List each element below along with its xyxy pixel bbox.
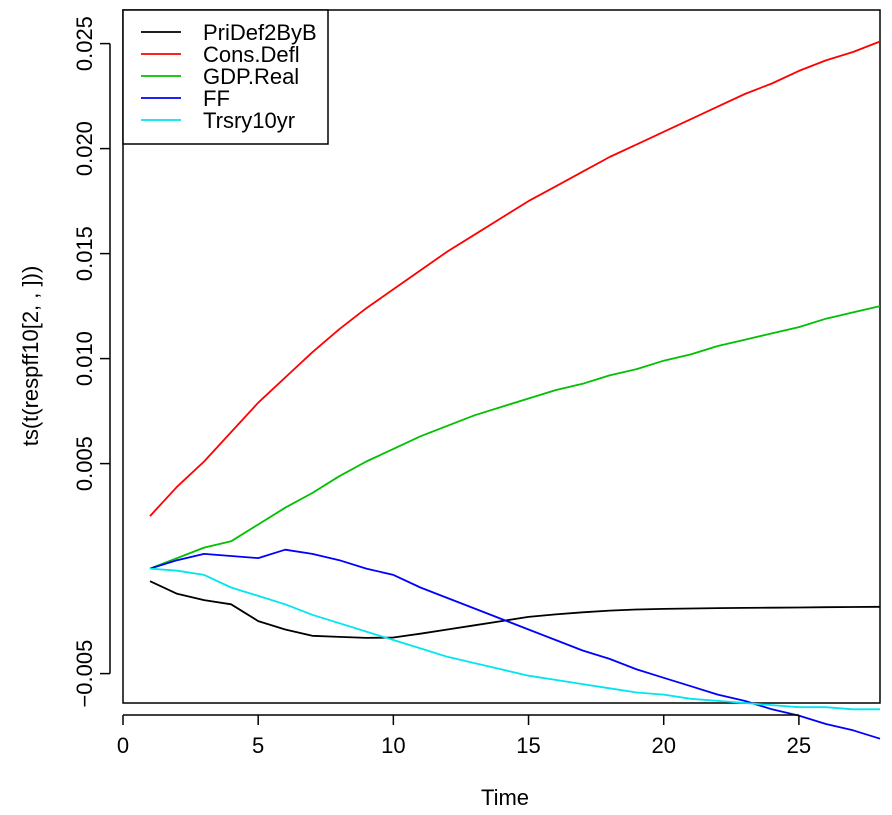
plot-frame [122, 9, 881, 704]
series-line-2 [149, 305, 881, 570]
x-tick-label: 10 [381, 733, 405, 758]
y-tick-label: 0.010 [72, 331, 97, 386]
legend-label: FF [203, 86, 230, 111]
series-line-0 [149, 580, 881, 639]
x-axis-title: Time [481, 785, 529, 810]
x-axis: 0 5 10 15 20 25 [117, 714, 811, 758]
x-tick-label: 25 [787, 733, 811, 758]
y-axis: −0.005 0.005 0.010 0.015 0.020 0.025 [72, 16, 111, 708]
y-axis-title: ts(t(respff10[2, , ])) [18, 266, 43, 447]
series-line-4 [149, 567, 880, 711]
legend-label: Trsry10yr [203, 108, 295, 133]
legend-label: Cons.Defl [203, 42, 300, 67]
y-tick-label: −0.005 [72, 640, 97, 708]
series-layer [149, 40, 881, 740]
x-tick-label: 5 [252, 733, 264, 758]
x-tick-label: 0 [117, 733, 129, 758]
legend-label: PriDef2ByB [203, 20, 317, 45]
x-tick-label: 20 [651, 733, 675, 758]
y-tick-label: 0.025 [72, 16, 97, 71]
y-tick-label: 0.005 [72, 436, 97, 491]
y-tick-label: 0.020 [72, 121, 97, 176]
series-line-1 [149, 40, 881, 517]
y-tick-label: 0.015 [72, 226, 97, 281]
series-line-3 [149, 548, 881, 740]
legend-label: GDP.Real [203, 64, 299, 89]
x-tick-label: 15 [516, 733, 540, 758]
